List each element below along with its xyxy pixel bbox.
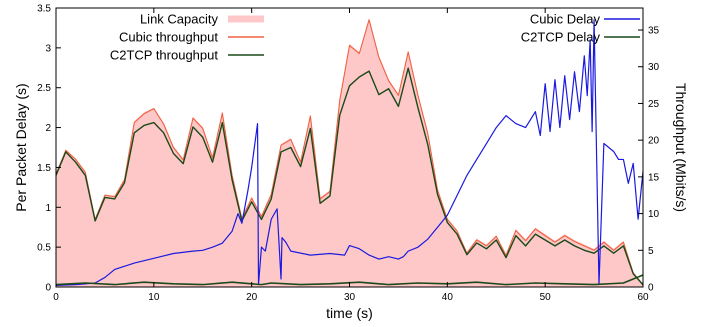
x-tick-label: 0 <box>53 292 59 303</box>
x-tick-label: 30 <box>344 292 356 303</box>
y-tick-label: 1 <box>45 203 51 214</box>
link-capacity-area <box>56 18 643 288</box>
y2-tick-label: 10 <box>648 209 660 220</box>
cubic-delay-legend-label: Cubic Delay <box>530 12 601 27</box>
link-capacity-legend-swatch <box>228 15 264 23</box>
y-tick-label: 2.5 <box>37 83 51 94</box>
x-tick-label: 60 <box>637 292 649 303</box>
y-tick-label: 1.5 <box>37 163 51 174</box>
y2-tick-label: 5 <box>648 246 654 257</box>
c2tcp-delay-legend-label: C2TCP Delay <box>521 30 601 45</box>
cubic-throughput-line <box>55 19 644 286</box>
tick-layer: 0 10 20 30 40 50 6000.511.522.533.505101520253… <box>37 4 659 304</box>
x-tick-label: 40 <box>442 292 454 303</box>
cubic-delay-line <box>55 19 644 287</box>
link-capacity-legend-label: Link Capacity <box>140 12 219 27</box>
x-tick-label: 10 <box>148 292 160 303</box>
x-tick-label: 50 <box>540 292 552 303</box>
capacity-area-layer <box>56 18 643 288</box>
y2-tick-label: 15 <box>648 172 660 183</box>
c2tcp-throughput-legend-entry: C2TCP throughput <box>110 48 264 63</box>
y-tick-label: 0.5 <box>37 243 51 254</box>
y2-tick-label: 25 <box>648 99 660 110</box>
y2-axis-label: Throughput (Mbits/s) <box>673 83 689 212</box>
series-lines-layer <box>55 19 644 287</box>
y-axis-label: Per Packet Delay (s) <box>13 83 29 211</box>
c2tcp-throughput-line <box>55 67 644 286</box>
cubic-delay-legend-entry: Cubic Delay <box>530 12 640 27</box>
y2-tick-label: 20 <box>648 136 660 147</box>
y-tick-label: 0 <box>45 283 51 294</box>
c2tcp-throughput-legend-label: C2TCP throughput <box>110 48 219 63</box>
cubic-throughput-legend-entry: Cubic throughput <box>119 30 264 45</box>
cubic-throughput-legend-label: Cubic throughput <box>119 30 218 45</box>
link-capacity-legend-entry: Link Capacity <box>140 12 264 27</box>
c2tcp-delay-legend-entry: C2TCP Delay <box>521 30 640 45</box>
legend: Link Capacity Cubic throughput C2TCP throu… <box>110 12 640 63</box>
y2-tick-label: 0 <box>648 283 654 294</box>
y-tick-label: 3.5 <box>37 4 51 15</box>
y2-tick-label: 30 <box>648 62 660 73</box>
y-tick-label: 2 <box>45 123 51 134</box>
x-axis-label: time (s) <box>326 305 373 321</box>
y2-tick-label: 35 <box>648 26 660 37</box>
x-tick-label: 20 <box>246 292 258 303</box>
y-tick-label: 3 <box>45 43 51 54</box>
c2tcp-delay-line <box>55 274 644 286</box>
